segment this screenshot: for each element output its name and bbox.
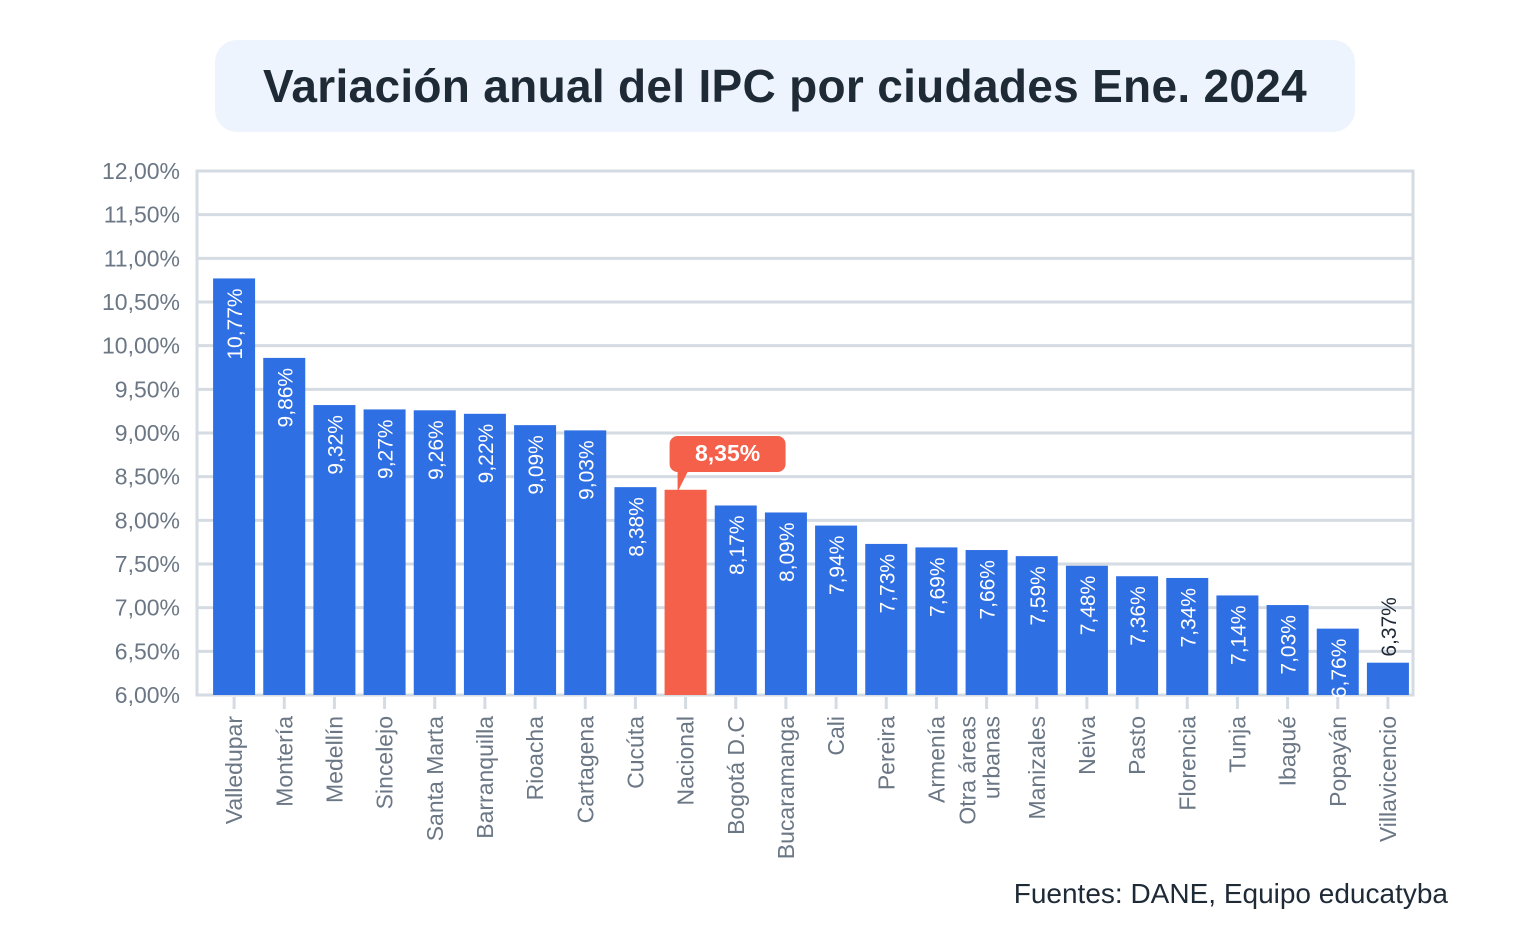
bar-pasto xyxy=(1116,576,1159,695)
data-label: 9,26% xyxy=(425,420,448,480)
bar-santa-marta xyxy=(413,410,456,695)
x-tick-label: Santa Marta xyxy=(422,716,448,841)
x-tick-label: Cali xyxy=(823,716,849,756)
x-tick-label: Manizales xyxy=(1024,716,1050,820)
data-label: 7,48% xyxy=(1077,576,1100,636)
y-tick-label: 12,00% xyxy=(102,158,180,184)
data-label: 8,09% xyxy=(776,522,799,582)
x-tick-label: Sincelejo xyxy=(372,716,398,809)
data-label: 8,38% xyxy=(625,497,648,557)
data-label: 7,94% xyxy=(826,536,849,596)
data-label: 7,59% xyxy=(1027,566,1050,626)
bar-popay-n xyxy=(1316,628,1359,695)
y-tick-label: 8,50% xyxy=(115,464,180,490)
bar-bucaramanga xyxy=(764,512,807,695)
bar-sincelejo xyxy=(363,409,406,695)
y-tick-label: 10,00% xyxy=(102,333,180,359)
x-tick-label: Medellín xyxy=(321,716,347,803)
bar-armen-a xyxy=(915,547,958,695)
data-label: 8,17% xyxy=(726,515,749,575)
data-label: 10,77% xyxy=(224,288,247,359)
x-tick-label: Armenía xyxy=(923,716,949,803)
bar-barranquilla xyxy=(463,413,506,695)
y-tick-label: 10,50% xyxy=(102,289,180,315)
x-tick-label: Florencia xyxy=(1174,716,1200,811)
bar-cartagena xyxy=(564,430,607,695)
highlight-data-label: 8,35% xyxy=(695,440,760,466)
bar-nacional xyxy=(664,489,707,695)
x-tick-label: Neiva xyxy=(1074,716,1100,775)
x-tick-label: Bogotá D.C xyxy=(723,716,749,835)
y-tick-label: 11,50% xyxy=(104,202,180,228)
y-tick-label: 9,00% xyxy=(115,420,180,446)
data-label: 6,76% xyxy=(1328,639,1351,699)
bar-valledupar xyxy=(213,278,256,695)
x-tick-label: Nacional xyxy=(673,716,699,806)
bar-neiva xyxy=(1065,565,1108,695)
y-tick-label: 11,00% xyxy=(104,245,180,271)
bar-pereira xyxy=(865,543,908,695)
x-tick-label: urbanas xyxy=(979,716,1005,799)
data-label: 9,86% xyxy=(274,368,297,428)
bar-manizales xyxy=(1015,556,1058,695)
bar-tunja xyxy=(1216,595,1259,695)
y-tick-label: 6,00% xyxy=(115,682,180,708)
x-tick-label: Barranquilla xyxy=(472,716,498,839)
y-tick-label: 7,50% xyxy=(115,551,180,577)
x-tick-label: Pereira xyxy=(873,716,899,790)
x-tick-label: Valledupar xyxy=(221,716,247,825)
x-tick-label: Bucaramanga xyxy=(773,716,799,859)
x-tick-label: Cartagena xyxy=(572,716,598,824)
data-label: 7,03% xyxy=(1278,615,1301,675)
x-tick-label: Rioacha xyxy=(522,716,548,801)
highlight-callout xyxy=(669,436,786,492)
y-tick-label: 6,50% xyxy=(115,638,180,664)
data-label: 7,73% xyxy=(876,554,899,614)
x-tick-label: Pasto xyxy=(1124,716,1150,775)
x-tick-label: Tunja xyxy=(1224,716,1250,773)
data-label: 7,66% xyxy=(977,560,1000,620)
x-tick-label: Ibagué xyxy=(1275,716,1301,786)
bar-florencia xyxy=(1166,577,1209,695)
y-tick-label: 7,00% xyxy=(115,595,180,621)
title-box: Variación anual del IPC por ciudades Ene… xyxy=(215,40,1355,132)
data-label: 9,32% xyxy=(324,415,347,475)
bar-medell-n xyxy=(313,405,356,695)
source-note: Fuentes: DANE, Equipo educatyba xyxy=(1013,878,1448,909)
chart-title: Variación anual del IPC por ciudades Ene… xyxy=(262,60,1308,112)
y-tick-label: 9,50% xyxy=(115,376,180,402)
bar-cali xyxy=(815,525,858,695)
bar-ibagu- xyxy=(1266,605,1309,695)
x-tick-label: Villavicencio xyxy=(1375,716,1401,842)
data-label: 7,14% xyxy=(1227,605,1250,665)
bar-otra-reas-urbanas xyxy=(965,550,1008,695)
x-tick-label: Otra áreas xyxy=(955,716,981,825)
x-tick-label: Cucúta xyxy=(622,716,648,789)
bar-cuc-ta xyxy=(614,487,657,695)
bar-bogot-d-c xyxy=(714,505,757,695)
data-label: 9,03% xyxy=(575,440,598,500)
bar-rioacha xyxy=(514,425,557,695)
bar-villavicencio xyxy=(1366,662,1409,695)
data-label: 9,09% xyxy=(525,435,548,495)
data-label: 7,34% xyxy=(1177,588,1200,648)
data-label: 7,36% xyxy=(1127,586,1150,646)
data-label: 9,27% xyxy=(375,419,398,479)
data-label: 6,37% xyxy=(1378,597,1401,657)
x-tick-label: Montería xyxy=(271,716,297,807)
bar-monter-a xyxy=(263,357,306,695)
x-tick-label: Popayán xyxy=(1325,716,1351,807)
data-label: 9,22% xyxy=(475,424,498,484)
data-label: 7,69% xyxy=(926,557,949,617)
y-tick-label: 8,00% xyxy=(115,507,180,533)
